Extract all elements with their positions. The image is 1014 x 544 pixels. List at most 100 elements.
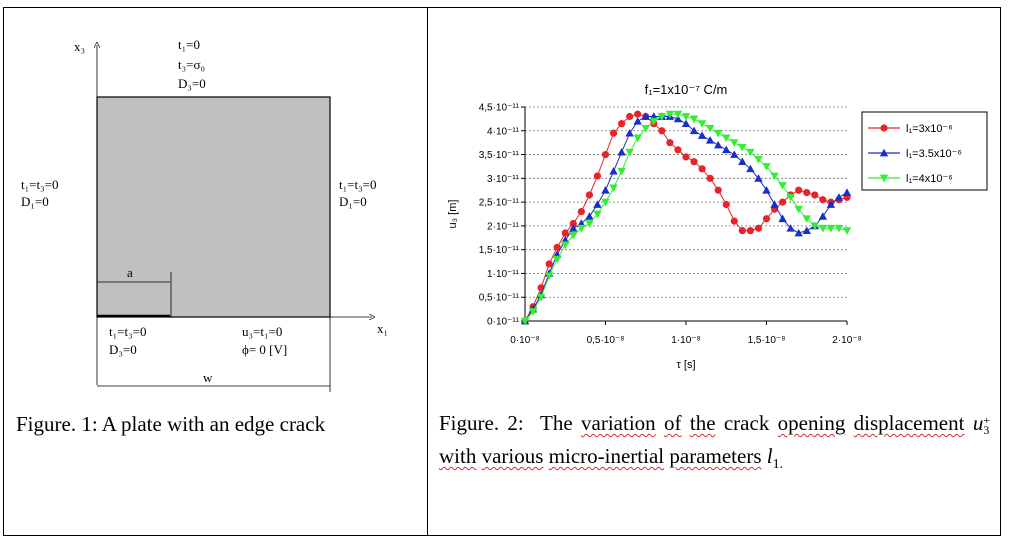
caption-word: the: [689, 411, 716, 435]
data-point: [714, 129, 723, 138]
data-point: [681, 119, 691, 128]
data-point: [593, 200, 602, 208]
data-point: [738, 227, 746, 235]
data-point: [626, 112, 634, 121]
data-point: [714, 186, 722, 194]
data-point: [689, 126, 699, 135]
data-point: [569, 219, 577, 228]
x-tick-label: 1·10⁻⁸: [671, 335, 701, 346]
data-point: [730, 217, 738, 225]
data-point: [618, 120, 626, 128]
data-point: [778, 182, 787, 190]
legend-marker: [880, 124, 888, 132]
data-point: [593, 172, 602, 180]
data-point: [593, 210, 602, 219]
data-point: [834, 193, 844, 201]
data-point: [553, 255, 562, 264]
right-bc-1: t₁=t₃=0: [339, 177, 377, 192]
data-point: [658, 127, 666, 135]
data-point: [810, 222, 819, 231]
cod-chart: f₁=1x10⁻⁷ C/m 0·10⁻¹¹ 0,5·10⁻¹¹ 1·10⁻¹¹ 1,5·…: [447, 82, 988, 371]
caption-word: variation: [581, 411, 656, 435]
data-point: [585, 220, 594, 228]
caption-word: of: [664, 411, 682, 435]
plate-diagram: [0, 0, 427, 392]
data-point: [754, 174, 763, 182]
data-point: [569, 232, 578, 240]
data-point: [770, 172, 779, 181]
data-point: [819, 196, 827, 204]
data-point: [842, 227, 852, 235]
data-point: [746, 227, 754, 235]
data-point: [633, 117, 642, 125]
data-point: [601, 198, 610, 207]
data-point: [690, 158, 698, 166]
data-point: [682, 153, 690, 161]
data-point: [826, 224, 836, 233]
data-point: [641, 125, 650, 133]
caption-math-sub: 3: [983, 423, 990, 438]
x-tick-label: 0·10⁻⁸: [510, 335, 540, 346]
data-point: [762, 163, 771, 171]
data-point: [754, 155, 763, 164]
series-line: [524, 113, 848, 322]
left-bc-2: D₁=0: [21, 194, 49, 209]
data-point: [802, 226, 811, 235]
data-point: [818, 224, 828, 233]
data-point: [738, 144, 747, 152]
caption-math-l-sub: 1.: [772, 457, 784, 473]
column-divider: [427, 7, 428, 535]
data-point: [561, 241, 570, 250]
data-point: [722, 145, 731, 154]
bottom-left-bc-1: t₁=t₃=0: [109, 324, 147, 339]
data-point: [577, 208, 585, 216]
series-line: [524, 116, 848, 322]
data-point: [657, 113, 667, 121]
data-point: [536, 293, 546, 302]
data-point: [569, 224, 578, 232]
data-point: [730, 150, 739, 158]
data-point: [794, 228, 803, 237]
data-point: [649, 117, 658, 126]
data-point: [609, 184, 618, 193]
data-point: [778, 214, 787, 223]
left-bc-1: t₁=t₃=0: [21, 177, 59, 192]
bottom-right-bc-1: u₃=t₁=0: [242, 324, 283, 339]
data-point: [842, 188, 852, 196]
data-point: [585, 191, 593, 199]
y-tick-label: 1·10⁻¹¹: [487, 269, 520, 280]
series-line: [524, 113, 848, 322]
data-point: [641, 112, 650, 120]
x-tick-label: 0,5·10⁻⁸: [587, 335, 625, 346]
data-point: [601, 186, 610, 194]
right-bc-2: D₁=0: [339, 194, 367, 209]
data-point: [779, 198, 787, 206]
legend-label: l₁=4x10⁻⁶: [906, 173, 953, 185]
figure2-caption: Figure. 2: The variation of the crack op…: [439, 407, 990, 481]
y-tick-label: 1,5·10⁻¹¹: [479, 245, 520, 256]
data-point: [794, 205, 803, 214]
data-point: [697, 120, 707, 128]
caption-math-sup: +: [983, 413, 991, 428]
chart-title: f₁=1x10⁻⁷ C/m: [645, 82, 728, 97]
data-point: [633, 134, 642, 143]
caption-math-l: l: [766, 444, 773, 468]
data-point: [665, 110, 675, 119]
data-point: [746, 164, 755, 173]
data-point: [673, 110, 683, 119]
data-point: [553, 243, 561, 251]
data-point: [689, 115, 699, 124]
data-point: [585, 212, 594, 220]
y-tick-label: 3·10⁻¹¹: [487, 174, 520, 185]
data-point: [625, 148, 634, 157]
top-bc-1: t₁=0: [178, 37, 200, 52]
legend-marker: [879, 174, 889, 183]
y-tick-label: 3,5·10⁻¹¹: [479, 150, 520, 161]
data-point: [634, 110, 642, 118]
data-point: [545, 260, 553, 268]
y-tick-label: 0,5·10⁻¹¹: [479, 293, 520, 304]
data-point: [722, 134, 731, 143]
y-tick-label: 4·10⁻¹¹: [487, 126, 520, 137]
data-point: [803, 189, 811, 197]
data-point: [770, 200, 779, 208]
